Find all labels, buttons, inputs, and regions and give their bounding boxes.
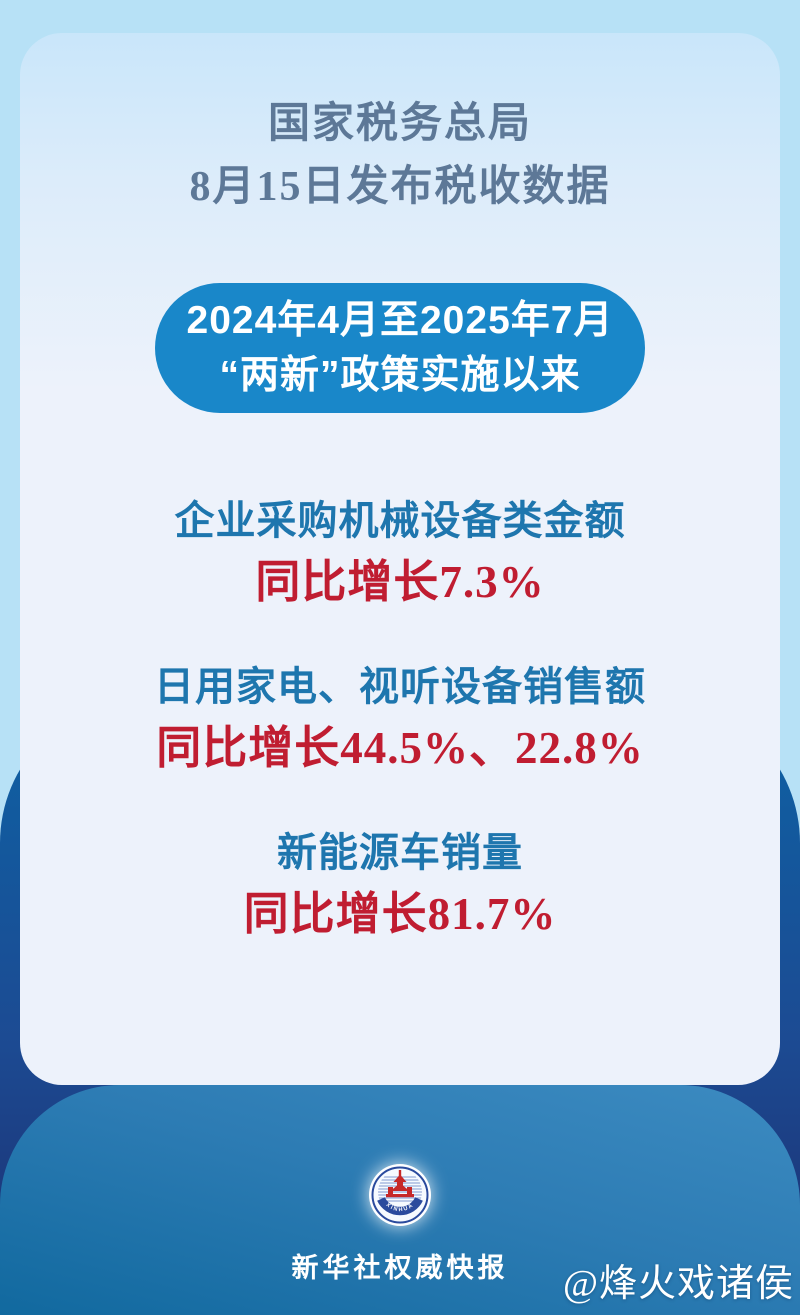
- stat-label: 日用家电、视听设备销售额: [154, 664, 646, 709]
- footer-panel: XINHUA 新华社权威快报: [0, 1085, 800, 1315]
- header-line1: 国家税务总局: [267, 101, 532, 147]
- stat-block-nev: 新能源车销量 同比增长81.7%: [20, 829, 780, 939]
- watermark: @烽火戏诸侯: [563, 1263, 794, 1305]
- stat-block-appliances: 日用家电、视听设备销售额 同比增长44.5%、22.8%: [20, 663, 780, 773]
- header-line2: 8月15日发布税收数据: [189, 164, 611, 210]
- stat-label: 企业采购机械设备类金额: [174, 498, 626, 543]
- stat-block-machinery: 企业采购机械设备类金额 同比增长7.3%: [20, 497, 780, 607]
- svg-text:XINHUA: XINHUA: [385, 1202, 416, 1213]
- footer-brand: 新华社权威快报: [291, 1253, 509, 1283]
- header-title: 国家税务总局 8月15日发布税收数据: [20, 93, 780, 219]
- stats-list: 企业采购机械设备类金额 同比增长7.3% 日用家电、视听设备销售额 同比增长44…: [20, 497, 780, 939]
- pagoda-icon: [386, 1170, 414, 1198]
- stat-value: 同比增长44.5%、22.8%: [156, 723, 644, 773]
- period-pill-line1: 2024年4月至2025年7月: [186, 299, 614, 342]
- xinhua-logo: XINHUA: [368, 1163, 432, 1227]
- stat-label: 新能源车销量: [277, 830, 523, 875]
- logo-xinhua-text: XINHUA: [385, 1202, 414, 1213]
- period-pill-line2: “两新”政策实施以来: [219, 354, 581, 397]
- xinhua-logo-icon: XINHUA: [369, 1164, 431, 1226]
- content-card: 国家税务总局 8月15日发布税收数据 2024年4月至2025年7月 “两新”政…: [20, 33, 780, 1085]
- stat-value: 同比增长7.3%: [255, 557, 545, 607]
- period-pill: 2024年4月至2025年7月 “两新”政策实施以来: [155, 283, 645, 413]
- stat-value: 同比增长81.7%: [243, 889, 557, 939]
